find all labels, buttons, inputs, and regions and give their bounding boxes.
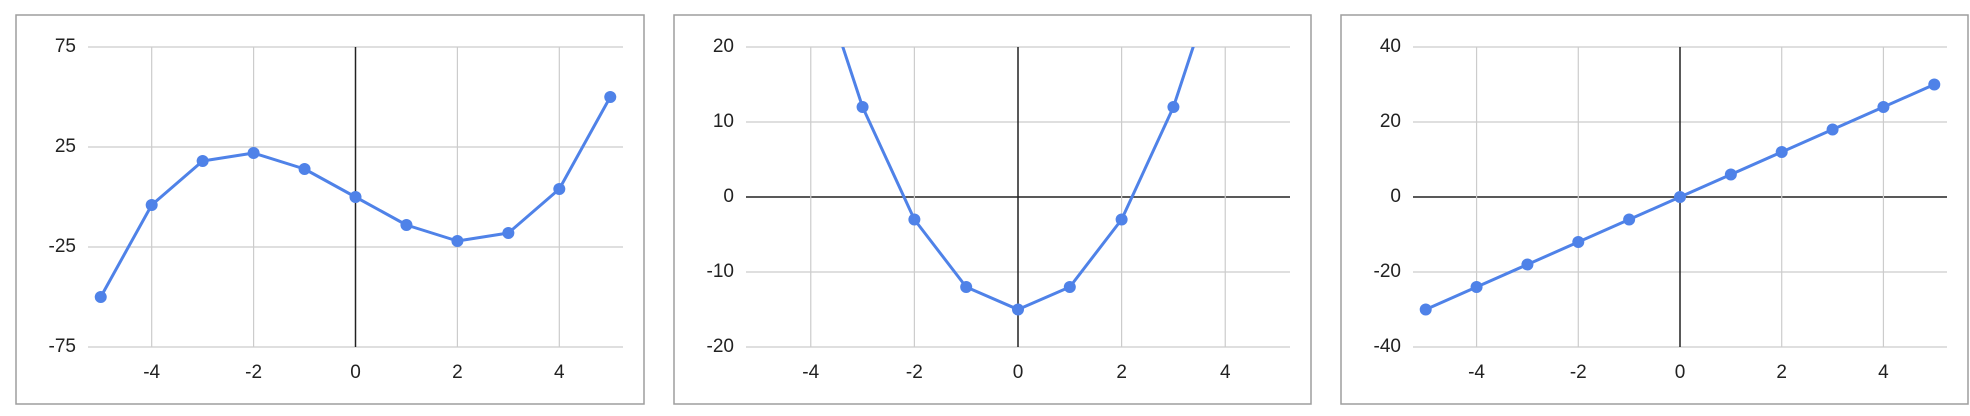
- point: [298, 163, 311, 175]
- point: [1724, 168, 1737, 181]
- x-tick-label: -4: [143, 362, 160, 383]
- point: [553, 183, 566, 195]
- chart-panel: -75 -25 25 75 -4 -2 0 2 4: [15, 14, 645, 405]
- x-tick-label: 2: [1116, 362, 1127, 383]
- y-tick-label: 75: [55, 36, 76, 57]
- series: [1419, 78, 1941, 316]
- point: [502, 227, 515, 239]
- x-tick-label: -2: [906, 362, 923, 383]
- x-tick-label: -4: [802, 362, 819, 383]
- series: [841, 47, 1195, 316]
- point: [349, 191, 362, 203]
- point: [1470, 281, 1483, 293]
- point: [908, 213, 921, 226]
- point: [247, 147, 260, 159]
- y-tick-label: -10: [707, 261, 734, 282]
- point: [1877, 101, 1890, 113]
- y-tick-label: -20: [1374, 261, 1401, 282]
- point: [400, 219, 413, 231]
- point: [196, 155, 209, 167]
- panel-border: [15, 14, 645, 405]
- x-tick-label: 0: [1675, 362, 1686, 383]
- y-tick-label: 20: [1380, 111, 1401, 132]
- x-tick-label: 2: [1776, 362, 1787, 383]
- point: [1674, 191, 1686, 203]
- point: [1572, 236, 1585, 248]
- point: [1167, 101, 1180, 113]
- x-tick-label: 0: [1013, 362, 1024, 383]
- x-tick-label: -2: [1570, 362, 1587, 383]
- x-tick-label: 0: [350, 362, 361, 383]
- y-tick-label: -20: [707, 336, 734, 357]
- x-tick-label: 4: [1878, 362, 1889, 383]
- point: [145, 199, 158, 211]
- y-tick-label: 0: [723, 186, 734, 207]
- point: [94, 291, 107, 303]
- y-tick-label: -25: [49, 236, 76, 257]
- x-tick-label: -4: [1468, 362, 1485, 383]
- point: [604, 91, 617, 103]
- y-tick-label: 25: [55, 136, 76, 157]
- point: [856, 101, 869, 113]
- point: [960, 281, 973, 293]
- point: [1419, 303, 1432, 316]
- y-tick-label: 20: [713, 36, 734, 57]
- point: [1063, 281, 1076, 293]
- point: [1775, 146, 1788, 158]
- series: [94, 91, 617, 303]
- point: [1012, 303, 1024, 316]
- point: [1521, 258, 1534, 271]
- point: [1826, 123, 1839, 136]
- point: [1623, 213, 1636, 226]
- x-tick-label: -2: [245, 362, 262, 383]
- y-tick-label: -75: [49, 336, 76, 357]
- point: [451, 235, 464, 247]
- panel-border: [673, 14, 1312, 405]
- point: [1928, 78, 1941, 91]
- x-tick-label: 2: [452, 362, 463, 383]
- y-tick-label: 10: [713, 111, 734, 132]
- y-tick-label: 0: [1390, 186, 1401, 207]
- point: [1115, 213, 1128, 226]
- x-tick-label: 4: [554, 362, 565, 383]
- y-tick-label: -40: [1374, 336, 1401, 357]
- x-tick-label: 4: [1220, 362, 1231, 383]
- y-tick-label: 40: [1380, 36, 1401, 57]
